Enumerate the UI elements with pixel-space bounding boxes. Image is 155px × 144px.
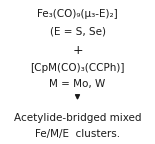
Text: [CpM(CO)₃(CCPh)]: [CpM(CO)₃(CCPh)] bbox=[30, 63, 125, 73]
Text: Acetylide-bridged mixed: Acetylide-bridged mixed bbox=[14, 113, 141, 123]
Text: +: + bbox=[72, 44, 83, 57]
Text: Fe₃(CO)₉(μ₃-E)₂]: Fe₃(CO)₉(μ₃-E)₂] bbox=[37, 9, 118, 19]
Text: Fe/M/E  clusters.: Fe/M/E clusters. bbox=[35, 129, 120, 139]
Text: M = Mo, W: M = Mo, W bbox=[49, 78, 106, 89]
Text: (E = S, Se): (E = S, Se) bbox=[49, 27, 106, 37]
